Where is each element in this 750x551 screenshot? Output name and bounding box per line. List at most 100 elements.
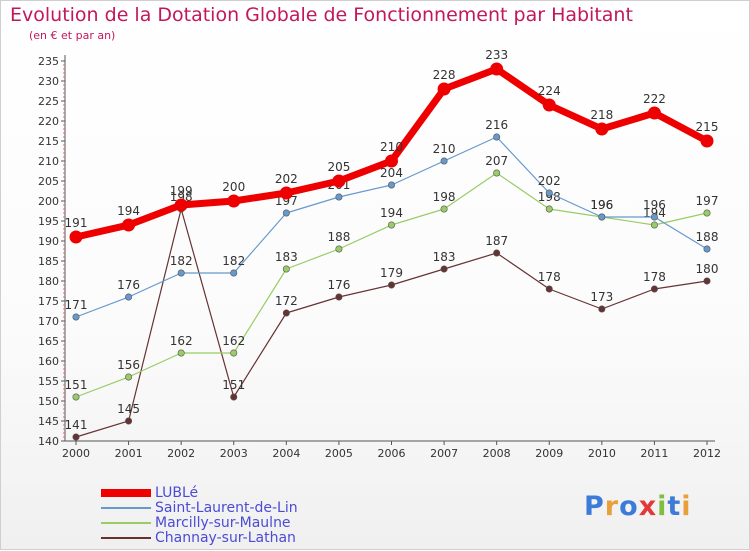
data-point — [72, 393, 80, 401]
y-tick-label: 190 — [38, 235, 59, 248]
data-point — [282, 265, 290, 273]
y-tick-label: 150 — [38, 395, 59, 408]
legend-label: LUBLé — [155, 485, 199, 501]
data-label: 145 — [117, 402, 140, 416]
proxiti-logo: Proxiti — [584, 491, 692, 522]
x-tick-label: 2010 — [588, 447, 616, 460]
data-label: 198 — [170, 190, 193, 204]
data-label: 187 — [485, 234, 508, 248]
data-label: 224 — [538, 84, 561, 98]
data-label: 188 — [327, 230, 350, 244]
data-point — [227, 194, 241, 208]
x-tick-label: 2009 — [535, 447, 563, 460]
y-tick-label: 205 — [38, 175, 59, 188]
data-label: 202 — [538, 174, 561, 188]
x-tick-label: 2000 — [62, 447, 90, 460]
data-label: 180 — [696, 262, 719, 276]
data-point — [647, 106, 661, 120]
x-tick-label: 2012 — [693, 447, 721, 460]
data-label: 178 — [643, 270, 666, 284]
data-point — [332, 174, 346, 188]
x-tick-label: 2003 — [220, 447, 248, 460]
data-label: 182 — [170, 254, 193, 268]
y-tick-label: 200 — [38, 195, 59, 208]
data-point — [387, 221, 395, 229]
data-point — [490, 62, 504, 76]
data-point — [440, 265, 448, 273]
data-point — [703, 209, 711, 217]
data-point — [493, 133, 501, 141]
y-tick-label: 170 — [38, 315, 59, 328]
data-point — [230, 269, 238, 277]
data-point — [174, 198, 188, 212]
y-tick-label: 175 — [38, 295, 59, 308]
x-tick-label: 2005 — [325, 447, 353, 460]
data-point — [279, 186, 293, 200]
data-point — [387, 281, 395, 289]
y-tick-label: 220 — [38, 115, 59, 128]
legend-item: Channay-sur-Lathan — [101, 530, 401, 546]
y-tick-label: 155 — [38, 375, 59, 388]
data-point — [335, 245, 343, 253]
legend-item: Marcilly-sur-Maulne — [101, 515, 401, 531]
data-point — [650, 285, 658, 293]
data-label: 194 — [117, 204, 140, 218]
legend-label: Saint-Laurent-de-Lin — [155, 500, 298, 516]
data-label: 173 — [590, 290, 613, 304]
data-label: 176 — [117, 278, 140, 292]
data-label: 228 — [433, 68, 456, 82]
chart-subtitle: (en € et par an) — [29, 29, 116, 42]
data-point — [598, 305, 606, 313]
data-point — [650, 221, 658, 229]
data-point — [542, 98, 556, 112]
logo-letter: o — [619, 491, 639, 522]
data-label: 196 — [590, 198, 613, 212]
data-point — [282, 209, 290, 217]
data-point — [440, 157, 448, 165]
y-tick-label: 185 — [38, 255, 59, 268]
data-label: 178 — [538, 270, 561, 284]
logo-letter: r — [604, 491, 620, 522]
x-tick-label: 2004 — [272, 447, 300, 460]
data-point — [700, 134, 714, 148]
data-label: 210 — [433, 142, 456, 156]
y-tick-label: 195 — [38, 215, 59, 228]
data-point — [387, 181, 395, 189]
legend-swatch — [101, 507, 151, 509]
legend-label: Channay-sur-Lathan — [155, 530, 296, 546]
data-label: 172 — [275, 294, 298, 308]
y-tick-label: 235 — [38, 55, 59, 68]
legend-item: Saint-Laurent-de-Lin — [101, 500, 401, 516]
x-tick-label: 2008 — [483, 447, 511, 460]
data-label: 197 — [275, 194, 298, 208]
data-label: 198 — [538, 190, 561, 204]
data-point — [598, 213, 606, 221]
legend-swatch — [101, 489, 151, 497]
logo-letter: t — [667, 491, 682, 522]
legend-label: Marcilly-sur-Maulne — [155, 515, 291, 531]
data-label: 210 — [380, 140, 403, 154]
y-tick-label: 140 — [38, 435, 59, 448]
data-point — [230, 349, 238, 357]
x-tick-label: 2001 — [115, 447, 143, 460]
data-label: 162 — [170, 334, 193, 348]
data-label: 151 — [65, 378, 88, 392]
data-point — [125, 293, 133, 301]
logo-letter: P — [584, 491, 605, 522]
data-point — [282, 309, 290, 317]
data-label: 183 — [433, 250, 456, 264]
data-point — [703, 277, 711, 285]
y-tick-label: 165 — [38, 335, 59, 348]
y-tick-label: 145 — [38, 415, 59, 428]
data-label: 162 — [222, 334, 245, 348]
data-label: 179 — [380, 266, 403, 280]
x-tick-label: 2011 — [640, 447, 668, 460]
data-point — [125, 417, 133, 425]
data-label: 215 — [696, 120, 719, 134]
x-tick-label: 2002 — [167, 447, 195, 460]
data-label: 202 — [275, 172, 298, 186]
y-tick-label: 180 — [38, 275, 59, 288]
data-point — [177, 349, 185, 357]
